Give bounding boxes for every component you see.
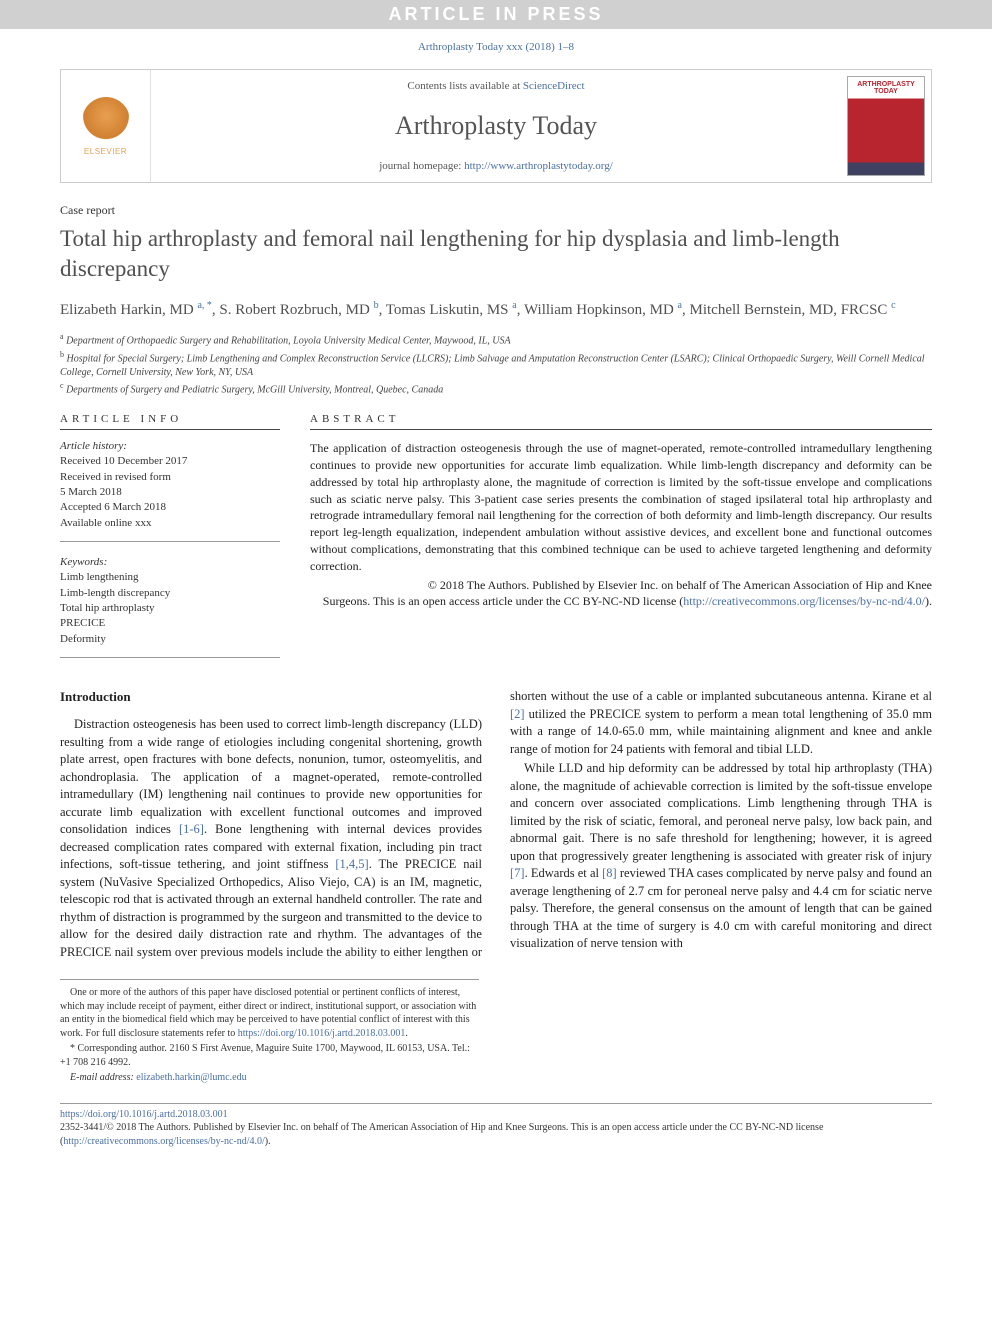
history-item: Received 10 December 2017 bbox=[60, 454, 280, 469]
history-item: 5 March 2018 bbox=[60, 485, 280, 500]
page-footer: https://doi.org/10.1016/j.artd.2018.03.0… bbox=[60, 1103, 932, 1149]
license-link[interactable]: http://creativecommons.org/licenses/by-n… bbox=[683, 594, 925, 608]
journal-cover-cell: ARTHROPLASTY TODAY bbox=[841, 70, 931, 182]
sciencedirect-link[interactable]: ScienceDirect bbox=[523, 80, 585, 92]
cite-7[interactable]: [7] bbox=[510, 866, 525, 880]
abstract-copyright: © 2018 The Authors. Published by Elsevie… bbox=[310, 577, 932, 611]
keyword-item: Limb lengthening bbox=[60, 570, 280, 585]
cite-2[interactable]: [2] bbox=[510, 707, 525, 721]
article-info: ARTICLE INFO Article history: Received 1… bbox=[60, 413, 280, 658]
affiliation-line: a Department of Orthopaedic Surgery and … bbox=[60, 331, 932, 348]
p2a: While LLD and hip deformity can be addre… bbox=[510, 761, 932, 863]
elsevier-logo: ELSEVIER bbox=[76, 91, 136, 161]
history-item: Available online xxx bbox=[60, 516, 280, 531]
affiliation-line: c Departments of Surgery and Pediatric S… bbox=[60, 380, 932, 397]
history-item: Received in revised form bbox=[60, 470, 280, 485]
corresp-label: * Corresponding author. bbox=[70, 1043, 169, 1054]
keywords-block: Keywords: Limb lengtheningLimb-length di… bbox=[60, 556, 280, 658]
copyright-close: ). bbox=[925, 594, 932, 608]
email-footnote: E-mail address: elizabeth.harkin@lumc.ed… bbox=[60, 1071, 479, 1085]
header-center: Contents lists available at ScienceDirec… bbox=[151, 70, 841, 182]
affiliations: a Department of Orthopaedic Surgery and … bbox=[60, 331, 932, 397]
history-item: Accepted 6 March 2018 bbox=[60, 500, 280, 515]
journal-name: Arthroplasty Today bbox=[151, 111, 841, 141]
p1a: Distraction osteogenesis has been used t… bbox=[60, 717, 482, 836]
body-text: Introduction Distraction osteogenesis ha… bbox=[60, 688, 932, 961]
elsevier-label: ELSEVIER bbox=[84, 147, 127, 156]
footer-license-link[interactable]: http://creativecommons.org/licenses/by-n… bbox=[63, 1136, 264, 1147]
elsevier-tree-icon bbox=[82, 97, 130, 145]
article-in-press-banner: ARTICLE IN PRESS bbox=[0, 0, 992, 29]
cite-1-4-5[interactable]: [1,4,5] bbox=[335, 857, 368, 871]
keyword-item: Total hip arthroplasty bbox=[60, 601, 280, 616]
homepage-prefix: journal homepage: bbox=[379, 160, 464, 172]
homepage-line: journal homepage: http://www.arthroplast… bbox=[151, 160, 841, 172]
keyword-item: Deformity bbox=[60, 632, 280, 647]
cover-title: ARTHROPLASTY TODAY bbox=[848, 81, 924, 95]
cite-1-6[interactable]: [1-6] bbox=[179, 822, 204, 836]
citation-line: Arthroplasty Today xxx (2018) 1–8 bbox=[0, 29, 992, 61]
article-type: Case report bbox=[60, 203, 932, 218]
publisher-logo-cell: ELSEVIER bbox=[61, 70, 151, 182]
abstract-header: ABSTRACT bbox=[310, 413, 932, 430]
abstract-text: The application of distraction osteogene… bbox=[310, 440, 932, 574]
authors: Elizabeth Harkin, MD a, *, S. Robert Roz… bbox=[60, 298, 932, 322]
history-block: Article history: Received 10 December 20… bbox=[60, 440, 280, 542]
email-label: E-mail address: bbox=[70, 1072, 136, 1083]
footer-doi-link[interactable]: https://doi.org/10.1016/j.artd.2018.03.0… bbox=[60, 1109, 228, 1120]
article-title: Total hip arthroplasty and femoral nail … bbox=[60, 224, 932, 284]
keywords-label: Keywords: bbox=[60, 556, 280, 568]
coi-close: . bbox=[405, 1028, 408, 1039]
cite-8[interactable]: [8] bbox=[602, 866, 617, 880]
affiliation-line: b Hospital for Special Surgery; Limb Len… bbox=[60, 349, 932, 380]
body-p2: While LLD and hip deformity can be addre… bbox=[510, 760, 932, 953]
intro-heading: Introduction bbox=[60, 688, 482, 706]
corresponding-author: * Corresponding author. 2160 S First Ave… bbox=[60, 1042, 479, 1069]
p1d: utilized the PRECICE system to perform a… bbox=[510, 707, 932, 756]
keyword-item: Limb-length discrepancy bbox=[60, 586, 280, 601]
contents-line: Contents lists available at ScienceDirec… bbox=[151, 80, 841, 92]
p2b: . Edwards et al bbox=[525, 866, 603, 880]
journal-header: ELSEVIER Contents lists available at Sci… bbox=[60, 69, 932, 183]
article-info-header: ARTICLE INFO bbox=[60, 413, 280, 430]
copyright-line1: © 2018 The Authors. Published by Elsevie… bbox=[428, 578, 932, 592]
contents-prefix: Contents lists available at bbox=[407, 80, 522, 92]
journal-cover-thumb: ARTHROPLASTY TODAY bbox=[847, 76, 925, 176]
footer-close: ). bbox=[265, 1136, 271, 1147]
coi-doi-link[interactable]: https://doi.org/10.1016/j.artd.2018.03.0… bbox=[238, 1028, 406, 1039]
history-label: Article history: bbox=[60, 440, 280, 452]
email-link[interactable]: elizabeth.harkin@lumc.edu bbox=[136, 1072, 246, 1083]
homepage-link[interactable]: http://www.arthroplastytoday.org/ bbox=[464, 160, 613, 172]
abstract: ABSTRACT The application of distraction … bbox=[310, 413, 932, 658]
coi-footnote: One or more of the authors of this paper… bbox=[60, 986, 479, 1040]
copyright-line2: Surgeons. This is an open access article… bbox=[323, 594, 683, 608]
footnotes: One or more of the authors of this paper… bbox=[60, 979, 479, 1085]
keyword-item: PRECICE bbox=[60, 616, 280, 631]
